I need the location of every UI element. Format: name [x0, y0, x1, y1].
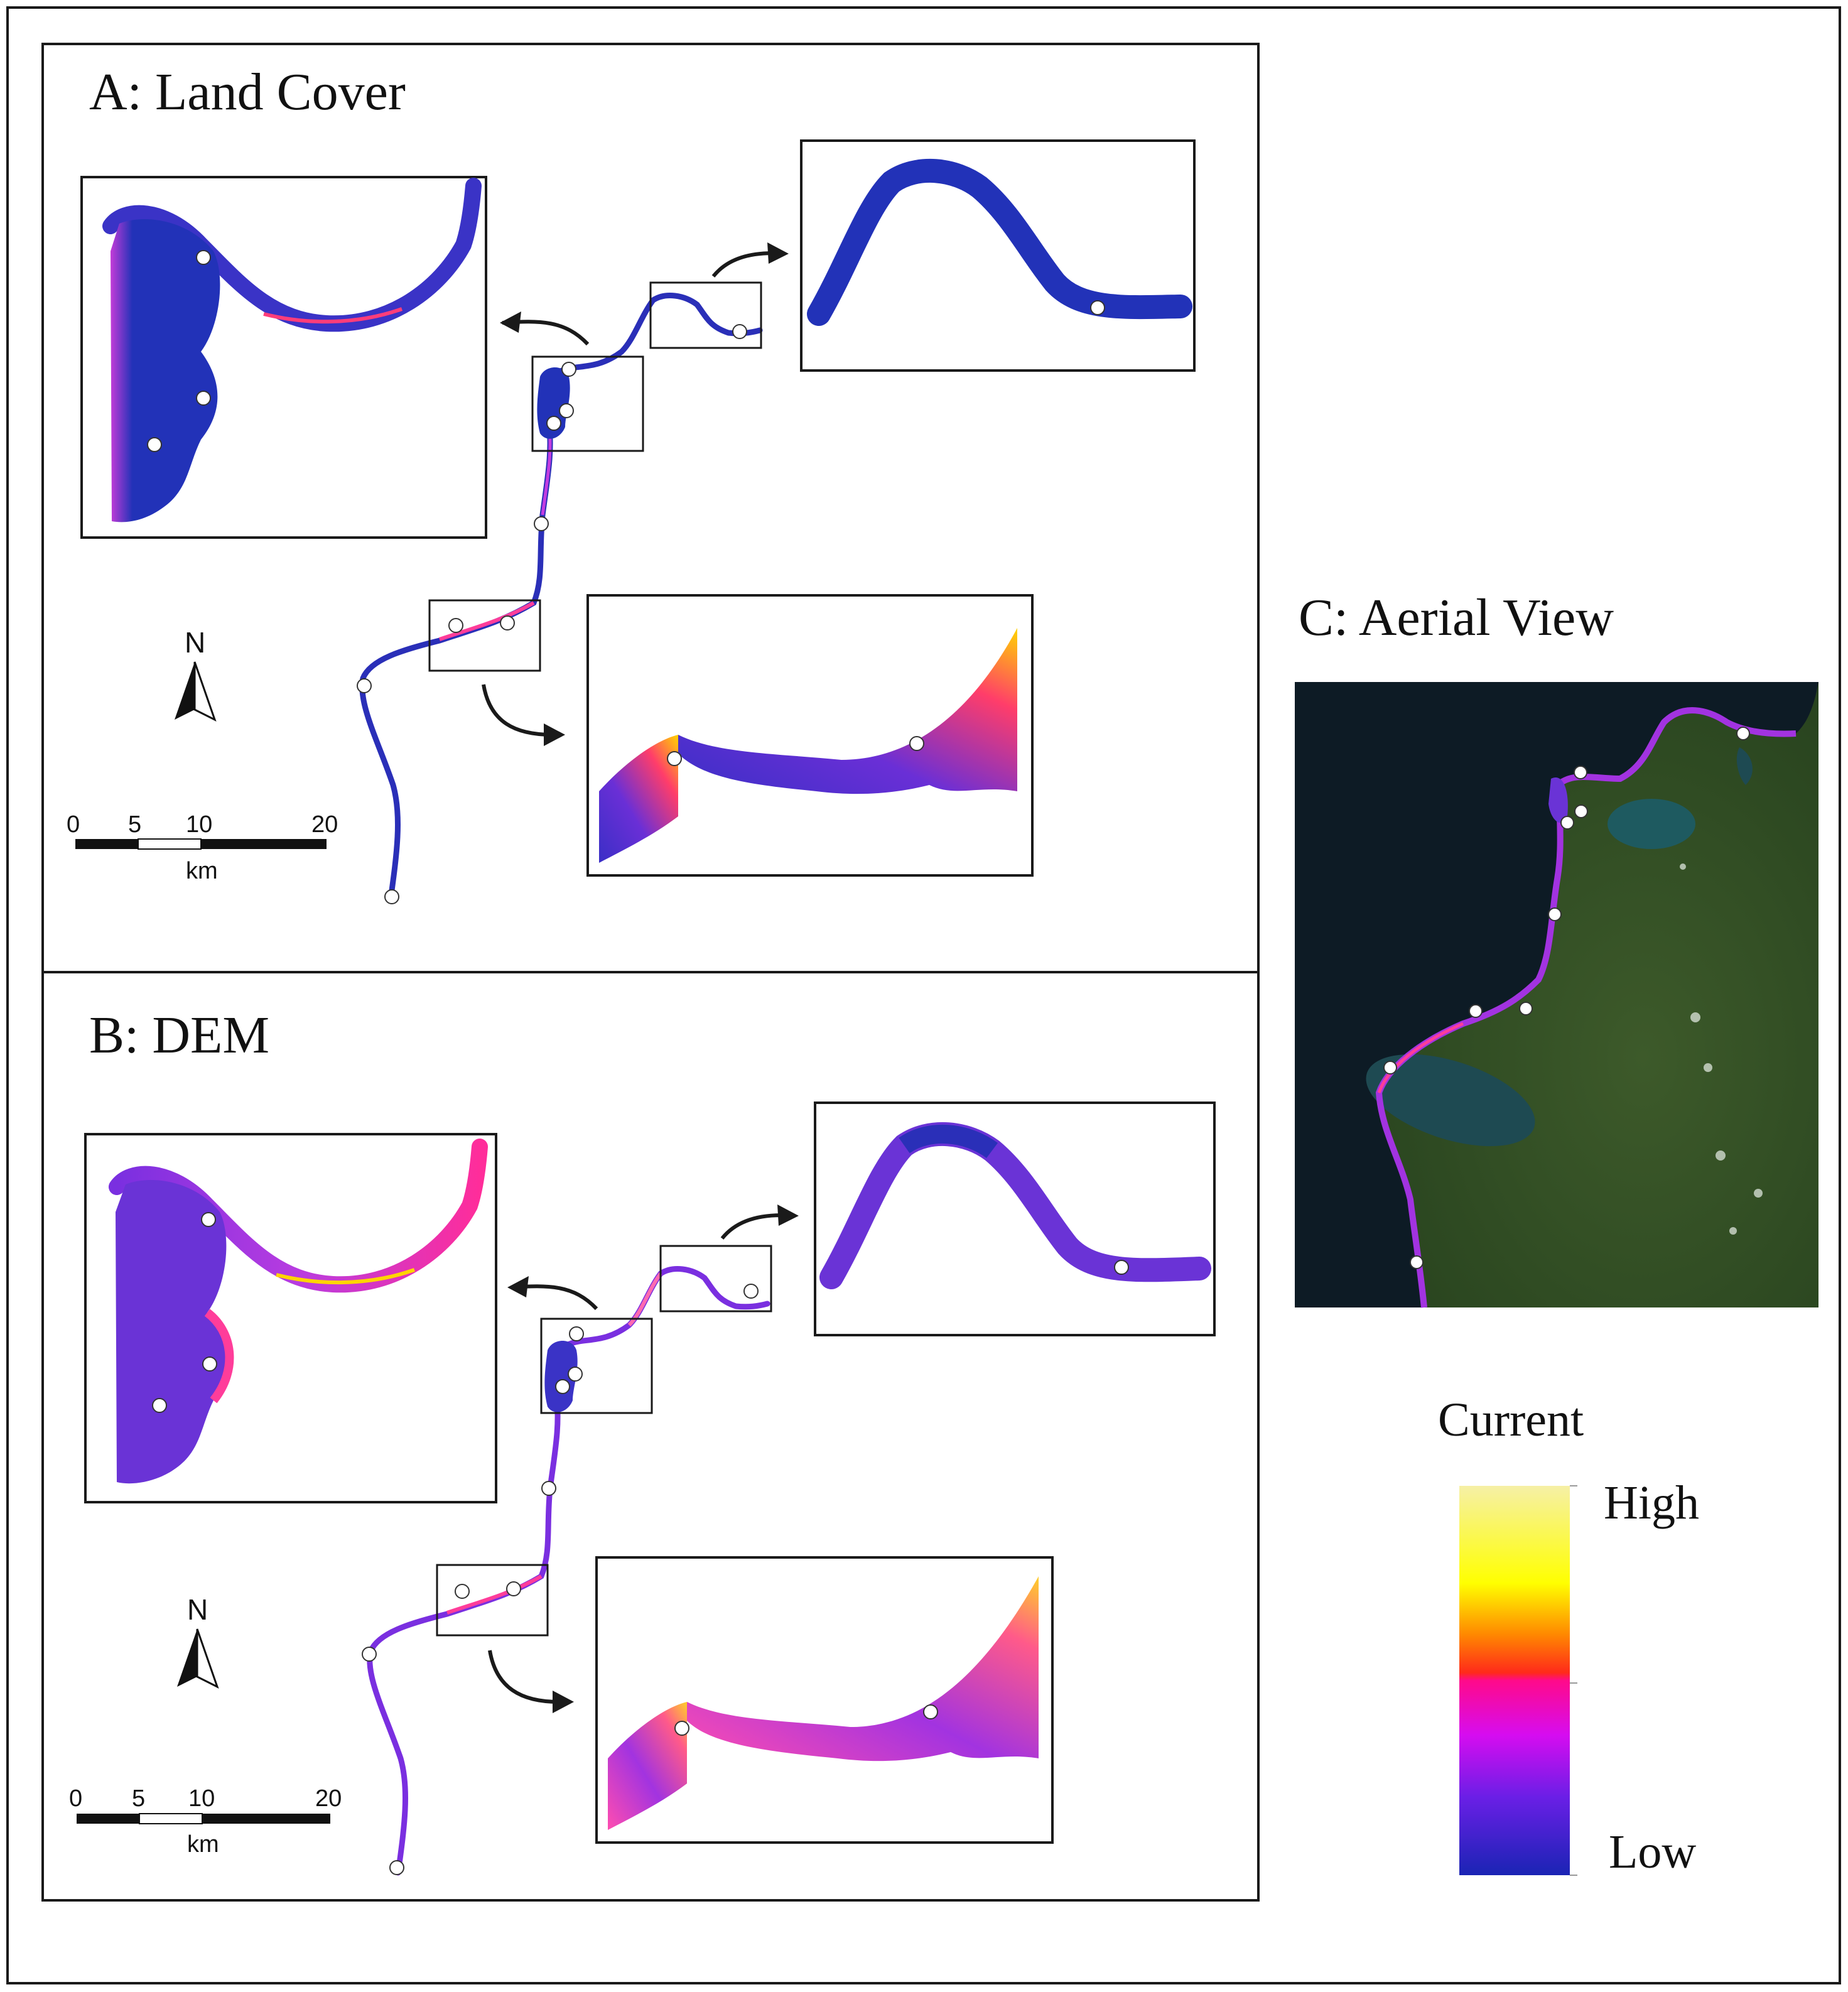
zoom-box-a-ne	[649, 281, 762, 349]
scale-b-tick-5: 5	[132, 1785, 146, 1812]
inset-a-ne	[800, 139, 1196, 372]
zoom-box-b-mid	[436, 1564, 549, 1637]
inset-b-nw-blob	[116, 1179, 230, 1484]
inset-b-ne	[814, 1102, 1216, 1336]
zoom-box-b-ne	[659, 1245, 772, 1313]
aerial-land	[1379, 682, 1818, 1307]
panel-a-title: A: Land Cover	[89, 63, 406, 121]
scale-a-unit: km	[186, 858, 218, 884]
panel-b-map	[77, 1102, 1216, 1876]
zoom-box-a-mid	[428, 599, 541, 672]
inset-b-s-band	[687, 1576, 1039, 1762]
legend-high-label: High	[1604, 1476, 1699, 1529]
zoom-box-b-north	[540, 1318, 653, 1414]
legend-title: Current	[1438, 1394, 1584, 1446]
scale-b-tick-0: 0	[69, 1785, 83, 1812]
scale-b-tick-20: 20	[315, 1785, 342, 1812]
panel-c-title: C: Aerial View	[1299, 588, 1614, 647]
wetland-blob-a	[537, 367, 570, 439]
legend-colorbar	[1459, 1485, 1577, 1876]
markers-a	[357, 324, 747, 904]
inset-b-s-blob	[608, 1702, 687, 1830]
aerial-lake-1	[1608, 799, 1695, 849]
markers-c	[1383, 727, 1750, 1269]
inset-a-s-blob	[599, 735, 678, 863]
panel-b-title: B: DEM	[89, 1006, 270, 1064]
scale-a-tick-5: 5	[128, 811, 142, 838]
scale-b-unit: km	[187, 1831, 219, 1858]
scale-bar-a	[75, 838, 327, 850]
north-label-a: N	[185, 626, 206, 659]
scale-a-tick-0: 0	[67, 811, 80, 838]
aerial-view	[1295, 682, 1818, 1308]
north-label-b: N	[187, 1593, 208, 1626]
figure-border	[6, 6, 1841, 1984]
scale-bar-b	[77, 1813, 330, 1824]
panel-b-frame	[41, 971, 1260, 1902]
wetland-blob-b	[544, 1341, 578, 1412]
scale-a-tick-10: 10	[186, 811, 213, 838]
scale-b-tick-10: 10	[188, 1785, 215, 1812]
inset-a-nw-blob	[111, 219, 220, 522]
aerial-lake-2	[1366, 1054, 1535, 1147]
inset-a-ne-corridor	[807, 158, 1192, 326]
zoom-box-a-north	[531, 355, 644, 452]
north-arrow-b	[177, 1628, 219, 1689]
panel-a-map	[75, 139, 1196, 904]
inset-a-s-band	[678, 628, 1017, 794]
corridor-b	[367, 1266, 770, 1876]
inset-b-ne-corridor	[819, 1122, 1211, 1289]
scale-a-tick-20: 20	[311, 811, 338, 838]
markers-b	[362, 1284, 759, 1875]
legend-low-label: Low	[1609, 1826, 1697, 1878]
north-arrow-a	[175, 661, 217, 722]
